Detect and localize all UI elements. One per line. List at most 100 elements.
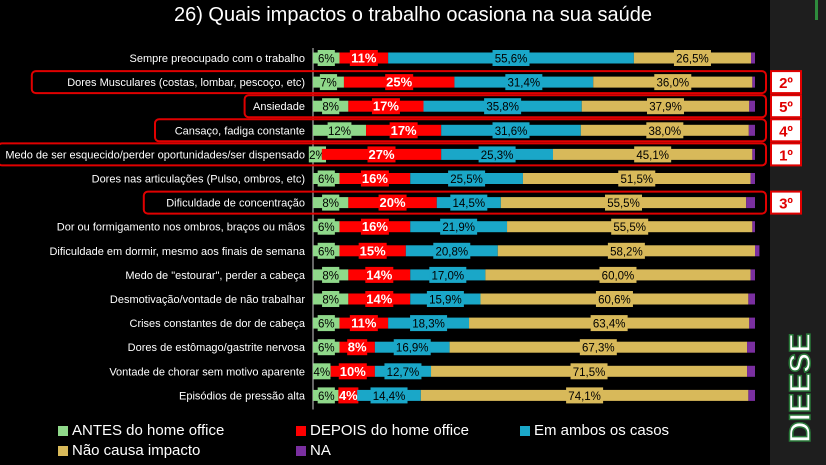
legend-swatch-na [296,445,306,456]
data-label-ambos: 21,9% [442,222,475,234]
data-label-box-antes [317,315,335,332]
legend-label-antes: ANTES do home office [72,422,225,439]
data-label-box-depois [347,339,368,356]
data-label-depois: 14% [366,267,392,282]
dieese-logo: DIEESE [783,332,818,444]
rank-label: 2º [779,75,793,92]
data-label-box-antes [322,266,340,283]
category-label: Dores de estômago/gastrite nervosa [128,342,306,354]
category-label: Dor ou formigamento nos ombros, braços o… [57,222,306,234]
bar-segment-na [746,197,755,209]
data-label-depois: 14% [366,292,392,307]
data-label-nao: 37,9% [649,102,682,114]
data-label-box-ambos [450,194,488,211]
data-label-box-antes [317,218,335,235]
data-label-ambos: 55,6% [495,54,528,66]
data-label-box-ambos [393,339,431,356]
bar-segment-na [755,245,760,257]
data-label-depois: 10% [340,364,366,379]
category-label: Crises constantes de dor de cabeça [130,318,306,330]
data-label-antes: 6% [318,246,335,258]
data-label-depois: 25% [386,75,412,90]
data-label-nao: 71,5% [573,367,606,379]
bar-segment-na [749,317,755,329]
data-label-ambos: 15,9% [429,295,462,307]
data-label-box-antes [322,291,340,307]
data-label-antes: 8% [322,295,339,307]
data-label-box-antes [317,170,335,187]
bar-segment-na [748,389,755,401]
data-label-ambos: 16,9% [396,343,429,355]
data-label-ambos: 25,3% [481,150,514,162]
data-label-box-ambos [429,266,467,283]
highlight-frame [142,190,768,215]
data-label-box-depois [389,122,418,139]
data-label-box-ambos [448,170,486,187]
data-label-antes: 6% [318,391,335,403]
data-label-depois: 16% [362,219,388,234]
data-label-box-depois [349,315,378,332]
category-label: Sempre preocupado com o trabalho [130,53,306,65]
data-label-box-ambos [484,98,522,115]
legend-label-depois: DEPOIS do home office [310,422,469,439]
category-label: Cansaço, fadiga constante [175,125,305,137]
data-label-box-antes [308,146,327,163]
data-label-box-ambos [505,74,543,91]
data-label-box-nao [607,242,645,259]
data-label-ambos: 18,3% [412,319,445,331]
bar-segment-na [752,76,755,88]
data-label-box-ambos [478,146,516,163]
logo-text: DIEESE [784,333,817,443]
data-label-depois: 20% [380,195,406,210]
data-label-antes: 2% [309,150,326,162]
data-label-nao: 55,5% [607,198,640,210]
bar-segment-na [752,148,755,160]
highlight-frame [243,94,768,119]
bar-segment-na [748,293,755,305]
data-label-antes: 6% [318,54,335,66]
rank-badge [770,142,802,167]
data-label-antes: 12% [328,126,351,138]
data-label-ambos: 20,8% [435,246,468,258]
data-label-antes: 6% [318,174,335,186]
legend-label-na: NA [310,442,331,459]
data-label-box-ambos [384,363,422,380]
data-label-nao: 67,3% [582,343,615,355]
rank-badge [770,70,802,95]
legend-swatch-depois [296,425,306,436]
legend-swatch-antes [58,425,68,436]
data-label-box-depois [365,266,394,283]
data-label-nao: 55,5% [613,222,646,234]
data-label-antes: 8% [322,198,339,210]
category-label: Dificuldade em dormir, mesmo aos finais … [49,246,305,258]
data-label-depois: 11% [351,51,377,66]
data-label-box-depois [349,50,378,66]
data-label-antes: 7% [320,78,337,90]
data-label-depois: 17% [391,123,417,138]
accent-stripe [815,0,818,20]
bar-segment-na [752,221,755,233]
data-label-box-nao [579,339,617,356]
data-label-box-antes [327,122,352,139]
rank-label: 1º [779,147,793,164]
data-label-nao: 60,0% [602,270,635,282]
category-label: Ansiedade [253,101,305,113]
rank-badge [770,94,802,119]
legend: ANTES do home office DEPOIS do home offi… [58,418,758,462]
data-label-box-depois [360,170,389,187]
data-label-box-ambos [370,387,408,404]
data-label-antes: 6% [318,222,335,234]
data-label-box-ambos [410,315,448,332]
data-label-box-depois [365,291,394,307]
data-label-box-antes [317,339,335,356]
legend-label-nao: Não causa impacto [72,442,201,459]
legend-label-ambos: Em ambos os casos [534,422,670,439]
data-label-box-nao [599,266,637,283]
highlight-frame [30,70,768,95]
data-label-ambos: 25,5% [450,174,483,186]
data-label-box-nao [595,291,633,307]
data-label-box-depois [371,98,400,115]
legend-swatch-nao [58,445,68,456]
data-label-box-ambos [433,242,471,259]
